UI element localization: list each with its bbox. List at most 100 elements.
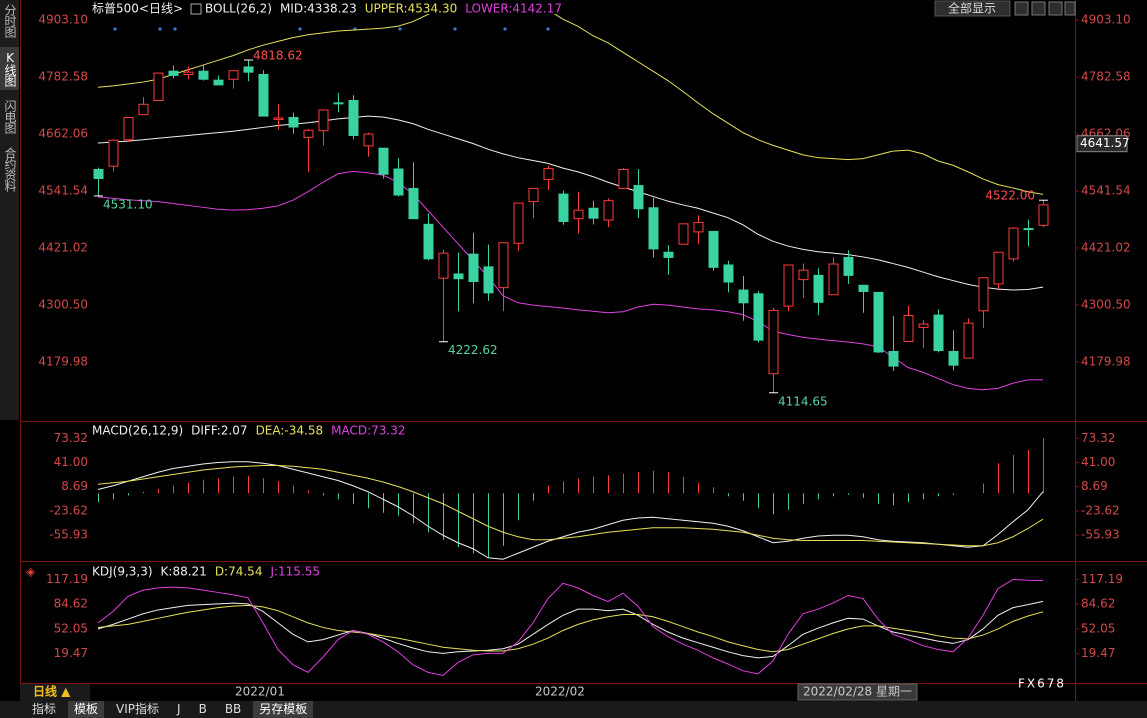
candle-body [453,273,464,280]
signal-dots [113,27,550,31]
legend-entry: DIFF:2.07 [191,424,247,438]
candle-body [783,264,794,307]
candle-body [603,200,614,221]
y-tick-label: -23.62 [49,503,88,517]
candle-body [483,266,494,294]
plot-area [93,14,1049,393]
candle-body [348,99,359,136]
candle-body [858,284,869,292]
extreme-label: 4531.10 [103,197,153,211]
side-tab[interactable]: 合约资料 [3,147,17,191]
candle-body [1038,204,1049,226]
extreme-label: 4222.62 [448,343,498,357]
candle-body [933,314,944,352]
candle-body [438,252,449,279]
candle-body [408,187,419,220]
candle-body [93,168,104,179]
extreme-label: 4522.00 [985,189,1035,203]
y2-tick-label: 52.05 [1081,621,1115,635]
candle-body [558,193,569,222]
candle-body [678,223,689,245]
candle-body [1023,228,1034,231]
candle-body [843,256,854,276]
y-tick-label: 8.69 [61,479,88,493]
y2-tick-label: 84.62 [1081,597,1115,611]
candle-body [183,71,194,75]
instrument-title: 标普500<日线> [92,2,183,16]
x-tick-label: 2022/02 [535,685,585,699]
indicator-line [97,465,1044,547]
y2-tick-label: 19.47 [1081,646,1115,660]
candle-body [168,70,179,76]
show-all-button[interactable] [934,0,1011,17]
candle-body [828,263,839,296]
candle-body [948,350,959,366]
candle-body [468,253,479,283]
y-tick-label: 84.62 [54,597,88,611]
watermark: FX678 [1018,677,1066,691]
window-icons[interactable] [1014,1,1076,16]
candle-body [978,277,989,312]
y2-tick-label: 4903.10 [1081,13,1131,27]
candle-body [513,202,524,244]
candle-body [198,70,209,80]
candle-body [423,223,434,260]
candle-body [243,66,254,73]
candle-body [138,103,149,116]
toolbar-button[interactable]: J [177,702,181,716]
toolbar-button[interactable]: 指标 [32,702,57,716]
cursor-value-box [1076,135,1128,153]
kdj-icon: ◈ [26,565,36,579]
legend-entry: UPPER:4534.30 [365,2,457,16]
candle-body [918,323,929,328]
indicator-line [97,578,1044,676]
candle-body [108,139,119,167]
toolbar-button[interactable]: 模板 [68,701,105,718]
toolbar-button[interactable]: BB [224,702,242,716]
candle-body [753,293,764,341]
y-tick-label: -55.93 [49,528,88,542]
candle-body [543,168,554,180]
legend-entry: DEA:-34.58 [256,424,324,438]
side-tab[interactable]: K线图 [0,47,19,90]
period-box[interactable] [20,684,90,701]
candle-body [768,309,779,375]
candle-body [273,117,284,120]
candle-body [633,185,644,210]
y2-tick-label: 4541.54 [1081,183,1131,197]
cursor-value-label: 4641.57 [1080,136,1130,150]
legend-entry: MACD:73.32 [331,424,405,438]
candle-body [573,209,584,220]
candle-body [738,289,749,304]
toolbar-button[interactable]: VIP指标 [116,702,160,716]
y2-tick-label: 4300.50 [1081,297,1131,311]
period-label[interactable]: 日线 ▲ [33,684,71,699]
y-tick-label: 19.47 [54,646,88,660]
side-tab[interactable]: 分时图 [3,4,17,37]
y-tick-label: 41.00 [54,455,88,469]
y-tick-label: 117.19 [46,572,88,586]
candle-body [288,117,299,128]
candle-body [378,147,389,175]
y-tick-label: 4300.50 [38,297,88,311]
frame [20,0,1147,701]
y2-tick-label: 41.00 [1081,455,1115,469]
indicator-name: KDJ(9,3,3) [92,565,153,579]
legend-entry: K:88.21 [161,565,207,579]
legend-entry: J:115.55 [269,565,320,579]
y-tick-label: 73.32 [54,431,88,445]
y2-tick-label: 8.69 [1081,479,1108,493]
candle-body [318,109,329,132]
candle-body [663,251,674,258]
toolbar-button[interactable]: 另存模板 [253,701,314,718]
y-tick-label: 4541.54 [38,183,88,197]
side-tab[interactable]: 闪电图 [3,100,17,133]
candle-body [648,207,659,250]
extreme-label: 4818.62 [253,49,303,63]
cursor-date-box [797,683,918,701]
y-tick-label: 4421.02 [38,240,88,254]
show-all-label[interactable]: 全部显示 [948,1,996,16]
indicator-name: BOLL(26,2) [205,2,272,16]
extreme-label: 4114.65 [778,394,828,408]
toolbar-button[interactable]: B [198,702,207,716]
